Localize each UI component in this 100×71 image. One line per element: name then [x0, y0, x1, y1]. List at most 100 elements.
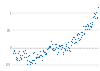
Point — [34, 63, 36, 64]
Point — [92, 16, 94, 17]
Point — [87, 25, 89, 26]
Point — [28, 55, 29, 56]
Point — [61, 46, 62, 47]
Point — [89, 25, 90, 26]
Point — [40, 54, 42, 55]
Point — [37, 54, 38, 55]
Point — [51, 44, 52, 45]
Point — [24, 50, 26, 51]
Point — [70, 41, 71, 42]
Point — [90, 26, 92, 27]
Point — [35, 57, 36, 58]
Point — [27, 56, 29, 57]
Point — [25, 57, 27, 58]
Point — [54, 44, 56, 45]
Point — [72, 38, 73, 39]
Point — [50, 45, 51, 46]
Point — [91, 24, 93, 25]
Point — [83, 33, 84, 34]
Point — [39, 55, 41, 56]
Point — [47, 47, 49, 48]
Point — [38, 56, 39, 57]
Point — [79, 39, 80, 41]
Point — [84, 28, 86, 30]
Point — [56, 54, 58, 55]
Point — [53, 49, 55, 51]
Point — [42, 50, 44, 51]
Point — [59, 45, 61, 46]
Point — [46, 48, 48, 49]
Point — [74, 38, 76, 39]
Point — [31, 59, 33, 60]
Point — [97, 7, 99, 8]
Point — [16, 58, 18, 59]
Point — [47, 48, 48, 49]
Point — [36, 56, 38, 57]
Point — [41, 59, 43, 60]
Point — [64, 48, 66, 49]
Point — [18, 59, 20, 60]
Point — [43, 50, 44, 51]
Point — [36, 56, 37, 57]
Point — [72, 36, 74, 37]
Point — [21, 58, 22, 59]
Point — [66, 50, 68, 51]
Point — [31, 62, 32, 63]
Point — [41, 56, 42, 57]
Point — [48, 45, 50, 46]
Point — [56, 44, 57, 45]
Point — [71, 41, 73, 43]
Point — [17, 53, 19, 54]
Point — [95, 12, 97, 13]
Point — [18, 50, 19, 52]
Point — [44, 51, 46, 53]
Point — [21, 55, 23, 56]
Point — [45, 54, 46, 55]
Point — [55, 46, 57, 47]
Point — [53, 49, 54, 50]
Point — [48, 46, 50, 47]
Point — [16, 59, 18, 60]
Point — [15, 58, 17, 59]
Point — [74, 41, 76, 43]
Point — [33, 52, 35, 53]
Point — [68, 49, 70, 51]
Point — [86, 28, 87, 30]
Point — [22, 51, 23, 52]
Point — [69, 47, 70, 48]
Point — [15, 57, 16, 58]
Point — [82, 31, 83, 32]
Point — [86, 24, 88, 25]
Point — [54, 48, 55, 49]
Point — [94, 18, 96, 19]
Point — [69, 50, 71, 52]
Point — [90, 25, 92, 26]
Point — [34, 59, 35, 60]
Point — [58, 45, 60, 46]
Point — [29, 62, 31, 63]
Point — [83, 33, 85, 34]
Point — [60, 48, 61, 49]
Point — [78, 33, 80, 34]
Point — [67, 47, 68, 48]
Point — [37, 57, 39, 58]
Point — [24, 53, 25, 54]
Point — [85, 26, 87, 27]
Point — [70, 45, 72, 46]
Point — [20, 56, 21, 57]
Point — [50, 40, 52, 41]
Point — [63, 47, 65, 48]
Point — [32, 52, 34, 53]
Point — [60, 45, 62, 46]
Point — [57, 47, 58, 48]
Point — [14, 53, 16, 54]
Point — [14, 51, 15, 52]
Point — [92, 21, 93, 22]
Point — [22, 51, 24, 52]
Point — [51, 48, 53, 49]
Point — [79, 39, 81, 40]
Point — [52, 47, 54, 48]
Point — [80, 36, 82, 37]
Point — [26, 60, 28, 61]
Point — [66, 46, 67, 47]
